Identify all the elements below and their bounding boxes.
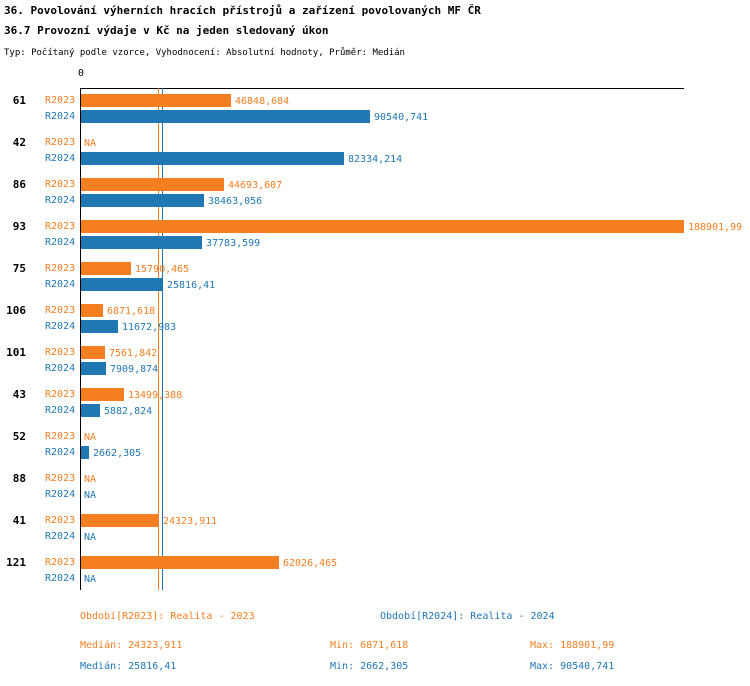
axis-top-line — [80, 88, 684, 89]
bar-value-r2024: 5882,824 — [104, 406, 153, 417]
series-label-r2023: R2023 — [45, 305, 76, 316]
category-label: 101 — [6, 346, 26, 359]
series-label-r2023: R2023 — [45, 347, 76, 358]
series-label-r2023: R2023 — [45, 179, 76, 190]
bar-r2024 — [81, 278, 163, 291]
bar-r2023 — [81, 514, 159, 527]
axis-origin-label: 0 — [77, 68, 85, 79]
bar-r2024 — [81, 152, 344, 165]
series-label-r2024: R2024 — [45, 279, 76, 290]
bar-value-r2024: NA — [84, 532, 97, 543]
bar-r2023 — [81, 94, 231, 107]
series-label-r2024: R2024 — [45, 447, 76, 458]
series-label-r2024: R2024 — [45, 573, 76, 584]
series-label-r2023: R2023 — [45, 515, 76, 526]
bar-value-r2024: 37783,599 — [206, 238, 261, 249]
category-label: 88 — [12, 472, 26, 485]
bar-value-r2024: 2662,305 — [93, 448, 142, 459]
series-label-r2023: R2023 — [45, 473, 76, 484]
series-label-r2023: R2023 — [45, 431, 76, 442]
stat-max-r2024: Max: 90540,741 — [530, 661, 615, 672]
bar-r2024 — [81, 236, 202, 249]
stat-median-r2024: Medián: 25816,41 — [80, 661, 177, 672]
chart-title-line2: 36.7 Provozní výdaje v Kč na jeden sledo… — [4, 24, 329, 37]
category-label: 121 — [6, 556, 26, 569]
stat-median-r2023: Medián: 24323,911 — [80, 640, 183, 651]
bar-value-r2023: 24323,911 — [163, 516, 218, 527]
bar-value-r2023: 46848,684 — [235, 96, 290, 107]
category-label: 52 — [12, 430, 26, 443]
bar-r2024 — [81, 404, 100, 417]
bar-value-r2024: 7909,874 — [110, 364, 159, 375]
series-label-r2024: R2024 — [45, 195, 76, 206]
bar-value-r2024: 25816,41 — [167, 280, 216, 291]
bar-value-r2023: 188901,99 — [688, 222, 743, 233]
median-line-r2023 — [158, 88, 159, 590]
chart-title-line1: 36. Povolování výherních hracích přístro… — [4, 4, 481, 17]
stat-max-r2023: Max: 188901,99 — [530, 640, 615, 651]
bar-r2023 — [81, 178, 224, 191]
category-label: 42 — [12, 136, 26, 149]
chart-meta-line: Typ: Počítaný podle vzorce, Vyhodnocení:… — [4, 48, 405, 58]
bar-value-r2023: NA — [84, 432, 97, 443]
bar-r2023 — [81, 304, 103, 317]
stat-min-r2023: Min: 6871,618 — [330, 640, 409, 651]
category-label: 86 — [12, 178, 26, 191]
series-label-r2024: R2024 — [45, 531, 76, 542]
series-label-r2024: R2024 — [45, 489, 76, 500]
category-label: 41 — [12, 514, 26, 527]
series-label-r2024: R2024 — [45, 237, 76, 248]
category-label: 106 — [6, 304, 26, 317]
bar-r2023 — [81, 388, 124, 401]
bar-value-r2024: 38463,056 — [208, 196, 263, 207]
legend-r2024: Období[R2024]: Realita - 2024 — [380, 611, 555, 622]
bar-r2024 — [81, 110, 370, 123]
series-label-r2024: R2024 — [45, 405, 76, 416]
plot-area: 61 R2023 46848,684 R2024 90540,741 42 R2023 NA R… — [0, 88, 750, 590]
category-label: 93 — [12, 220, 26, 233]
bar-r2023 — [81, 220, 684, 233]
median-line-r2024 — [162, 88, 163, 590]
bar-value-r2023: 6871,618 — [107, 306, 156, 317]
category-label: 75 — [12, 262, 26, 275]
category-label: 61 — [12, 94, 26, 107]
bar-r2024 — [81, 446, 89, 459]
bar-value-r2023: 15790,465 — [135, 264, 190, 275]
stat-min-r2024: Min: 2662,305 — [330, 661, 409, 672]
series-label-r2023: R2023 — [45, 557, 76, 568]
bar-value-r2023: NA — [84, 138, 97, 149]
bar-r2023 — [81, 556, 279, 569]
series-label-r2024: R2024 — [45, 321, 76, 332]
bar-r2023 — [81, 262, 131, 275]
series-label-r2024: R2024 — [45, 153, 76, 164]
legend-r2023: Období[R2023]: Realita - 2023 — [80, 611, 255, 622]
bar-value-r2023: 7561,842 — [109, 348, 158, 359]
bar-value-r2024: NA — [84, 574, 97, 585]
bar-value-r2023: 44693,607 — [228, 180, 283, 191]
series-label-r2024: R2024 — [45, 363, 76, 374]
bar-r2024 — [81, 362, 106, 375]
series-label-r2023: R2023 — [45, 389, 76, 400]
bar-r2024 — [81, 194, 204, 207]
bar-value-r2024: 82334,214 — [348, 154, 403, 165]
bar-value-r2023: 62026,465 — [283, 558, 338, 569]
axis-vertical-line — [80, 88, 81, 590]
bar-value-r2023: NA — [84, 474, 97, 485]
category-label: 43 — [12, 388, 26, 401]
bar-value-r2024: 11672,983 — [122, 322, 177, 333]
series-label-r2023: R2023 — [45, 263, 76, 274]
bar-r2023 — [81, 346, 105, 359]
series-label-r2023: R2023 — [45, 221, 76, 232]
bar-r2024 — [81, 320, 118, 333]
bar-value-r2024: NA — [84, 490, 97, 501]
series-label-r2023: R2023 — [45, 137, 76, 148]
series-label-r2024: R2024 — [45, 111, 76, 122]
bar-value-r2024: 90540,741 — [374, 112, 429, 123]
bar-value-r2023: 13499,388 — [128, 390, 183, 401]
series-label-r2023: R2023 — [45, 95, 76, 106]
